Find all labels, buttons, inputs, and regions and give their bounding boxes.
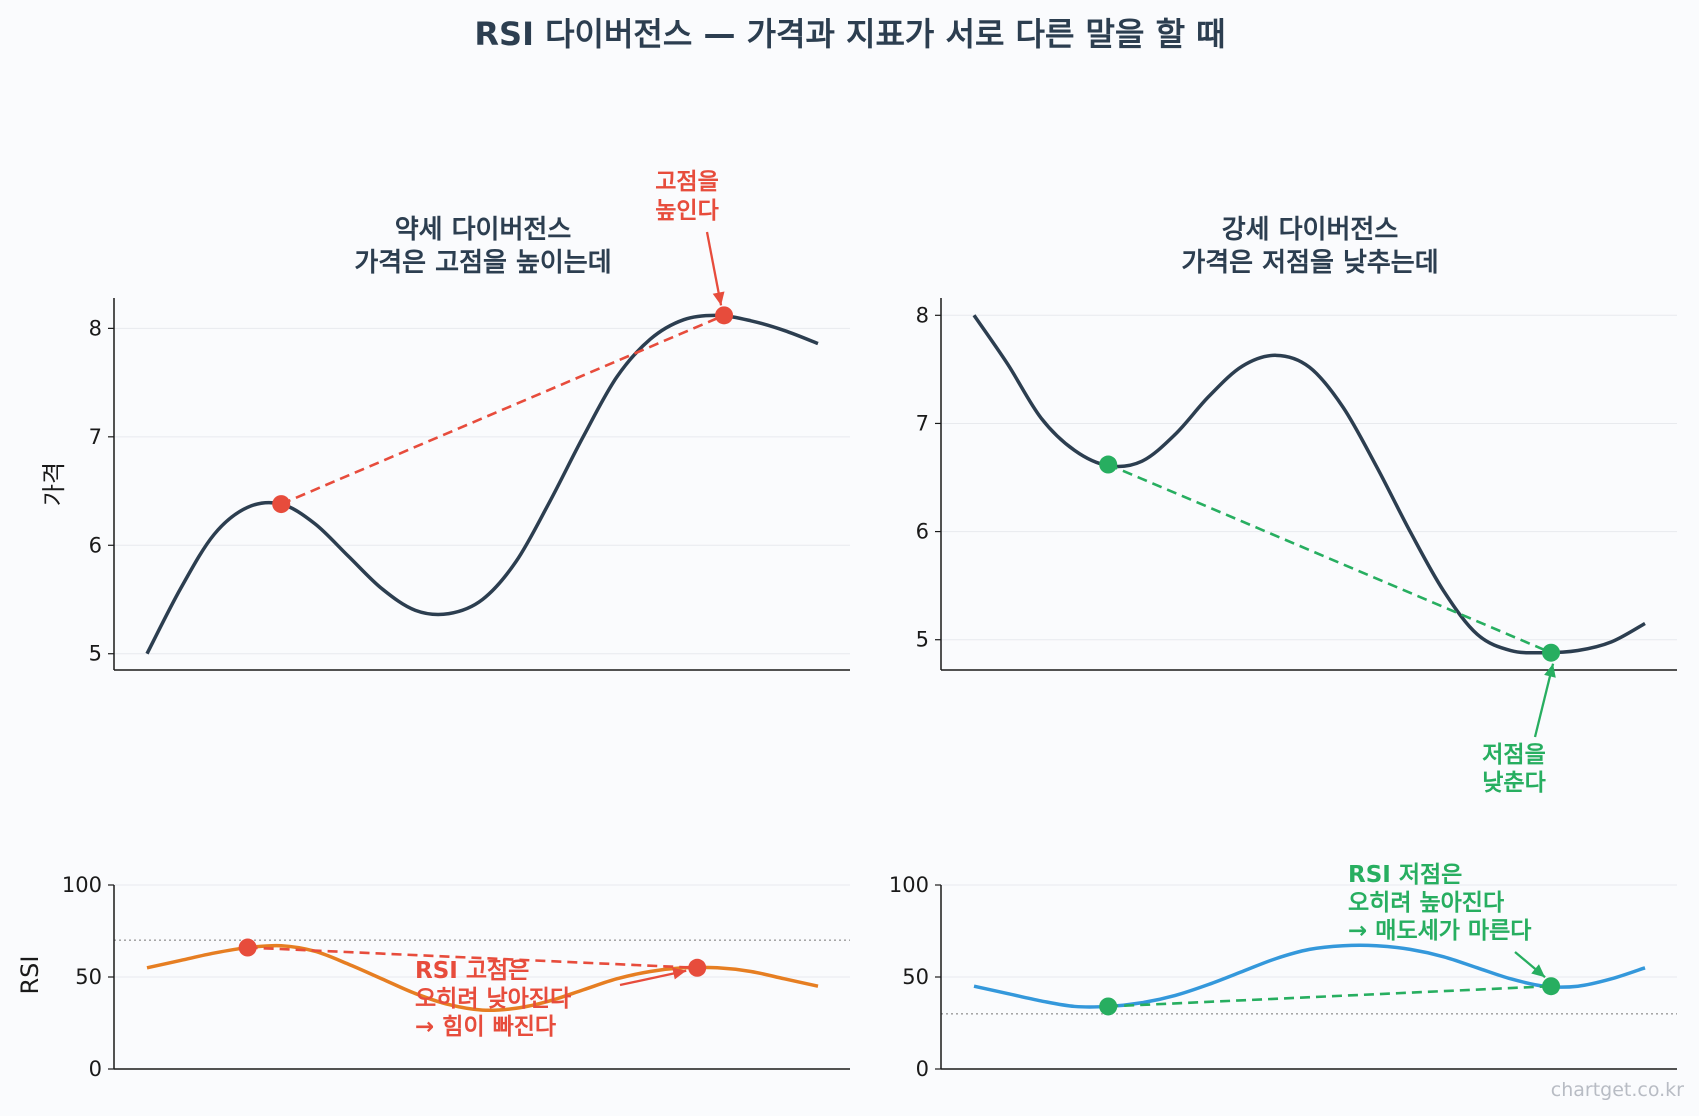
divergence-marker — [1542, 977, 1561, 996]
panel-bullish-rsi: 0 50 100 — [889, 873, 1677, 1081]
annotation-bearish-price: 고점을 높인다 — [655, 169, 718, 224]
subtitle-bearish-line1: 약세 다이버전스 — [395, 215, 572, 245]
divergence-marker — [272, 495, 291, 514]
series-line — [146, 943, 819, 1013]
ylabel-rsi: RSI — [16, 956, 44, 995]
series-line — [972, 314, 1646, 655]
divergence-line — [1108, 984, 1552, 1008]
y-tick-label: 5 — [89, 642, 102, 666]
divergence-marker — [1099, 455, 1118, 474]
arrow-bullish-price — [1533, 663, 1556, 738]
annotation-bearish-price-line2: 높인다 — [655, 198, 718, 224]
arrow-head — [672, 967, 687, 980]
watermark: chartget.co.kr — [1551, 1079, 1684, 1101]
arrow-head — [712, 291, 725, 306]
panel-bullish-price: 5 6 7 8 — [916, 298, 1677, 671]
annotation-bearish-rsi-line2: 오히려 낮아진다 — [415, 986, 571, 1012]
annotation-bullish-price-line2: 낮춘다 — [1482, 770, 1545, 796]
y-tick-label: 100 — [889, 873, 929, 897]
subtitle-bearish-line2: 가격은 고점을 높이는데 — [354, 248, 611, 278]
divergence-marker — [1099, 997, 1118, 1016]
arrow-bullish-rsi — [1514, 951, 1546, 979]
arrow-head — [1531, 964, 1546, 978]
annotation-bearish-price-line1: 고점을 — [655, 169, 718, 195]
annotation-bullish-rsi-line3: → 매도세가 마른다 — [1348, 918, 1531, 944]
y-tick-label: 0 — [916, 1057, 929, 1081]
arrow-bearish-price — [705, 231, 725, 306]
y-tick-label: 6 — [916, 520, 929, 544]
annotation-bullish-rsi-line2: 오히려 높아진다 — [1348, 890, 1504, 916]
ylabel-price: 가격 — [40, 462, 68, 506]
divergence-marker — [238, 938, 257, 957]
arrow-bearish-rsi — [619, 967, 687, 987]
divergence-marker — [688, 958, 707, 977]
figure-title: RSI 다이버전스 — 가격과 지표가 서로 다른 말을 할 때 — [474, 15, 1225, 53]
panel-bearish-price: 5 6 7 8 — [89, 298, 850, 671]
divergence-line — [280, 314, 725, 506]
annotation-bullish-price-line1: 저점을 — [1482, 742, 1545, 768]
y-tick-label: 8 — [89, 316, 102, 340]
y-tick-label: 5 — [916, 628, 929, 652]
divergence-line — [247, 946, 698, 970]
y-tick-label: 0 — [89, 1057, 102, 1081]
annotation-bullish-rsi: RSI 저점은 오히려 높아진다 → 매도세가 마른다 — [1348, 862, 1531, 944]
y-tick-label: 50 — [75, 965, 102, 989]
arrow-head — [1544, 663, 1556, 678]
annotation-bearish-rsi-line1: RSI 고점은 — [415, 958, 529, 984]
annotation-bullish-price: 저점을 낮춘다 — [1482, 742, 1545, 796]
annotation-bullish-rsi-line1: RSI 저점은 — [1348, 862, 1462, 888]
subtitle-bullish-line1: 강세 다이버전스 — [1222, 215, 1399, 245]
series-line — [145, 313, 819, 655]
series-line — [973, 943, 1646, 1009]
y-tick-label: 7 — [89, 425, 102, 449]
y-tick-label: 100 — [62, 873, 102, 897]
annotation-bearish-rsi-line3: → 힘이 빠진다 — [415, 1014, 556, 1040]
divergence-line — [1107, 463, 1552, 654]
divergence-marker — [715, 306, 734, 325]
divergence-marker — [1542, 643, 1561, 662]
panel-bearish-rsi: 0 50 100 — [62, 873, 850, 1081]
y-tick-label: 6 — [89, 533, 102, 557]
y-tick-label: 8 — [916, 303, 929, 327]
y-tick-label: 50 — [902, 965, 929, 989]
annotation-bearish-rsi: RSI 고점은 오히려 낮아진다 → 힘이 빠진다 — [415, 958, 571, 1040]
y-tick-label: 7 — [916, 411, 929, 435]
subtitle-bullish-line2: 가격은 저점을 낮추는데 — [1181, 248, 1438, 278]
